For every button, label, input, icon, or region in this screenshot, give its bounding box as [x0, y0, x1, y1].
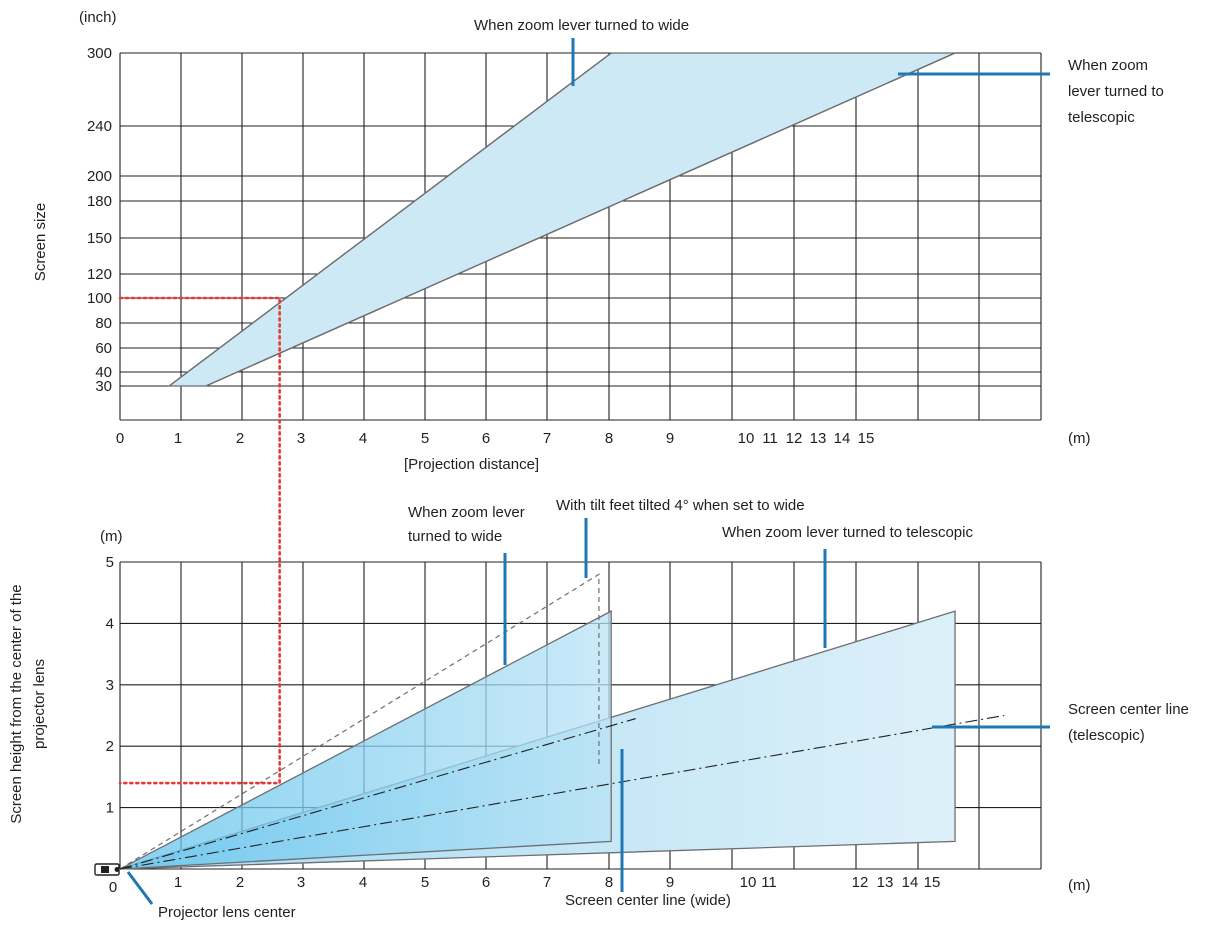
- bottom-x-tick-label: 2: [236, 874, 244, 891]
- top-y-tick-label: 180: [87, 193, 112, 210]
- bottom-y-tick-label: 4: [106, 615, 114, 632]
- top-x-tick-label: 3: [297, 430, 305, 447]
- top-x-tick-label: 4: [359, 430, 367, 447]
- bottom-x-tick-label: 14: [902, 874, 919, 891]
- top-throw-range-area: [167, 52, 956, 387]
- bottom-y-tick-label: 3: [106, 677, 114, 694]
- bottom-wide-annotation-line2: turned to wide: [408, 528, 502, 545]
- center-line-wide-annotation: Screen center line (wide): [565, 892, 731, 909]
- top-chart: 0 1 2 3 4 5 6 7 8 9 10 11 12 13 14 15 30406080100120150…: [32, 9, 1164, 473]
- top-wide-line: [168, 52, 612, 387]
- top-y-tick-label: 60: [95, 340, 112, 357]
- bottom-x-tick-label: 6: [482, 874, 490, 891]
- top-x-tick-label: 14: [834, 430, 851, 447]
- top-y-tick-label: 150: [87, 230, 112, 247]
- top-y-tick-label: 300: [87, 45, 112, 62]
- top-x-tick-label: 11: [762, 430, 778, 447]
- bottom-x-tick-label: 3: [297, 874, 305, 891]
- bottom-y-axis-label-line2: projector lens: [31, 659, 48, 749]
- top-x-tick-label: 10: [738, 430, 755, 447]
- bottom-x-tick-label: 4: [359, 874, 367, 891]
- top-x-tick-label: 15: [858, 430, 875, 447]
- bottom-tilt-line: [119, 573, 600, 870]
- top-x-tick-label: 8: [605, 430, 613, 447]
- bottom-x-tick-label: 5: [421, 874, 429, 891]
- bottom-wide-annotation-line1: When zoom lever: [408, 504, 525, 521]
- top-y-tick-label: 100: [87, 290, 112, 307]
- center-line-tele-annotation-line2: (telescopic): [1068, 727, 1145, 744]
- top-x-tick-label: 12: [786, 430, 803, 447]
- bottom-center-line-wide: [119, 718, 636, 870]
- lens-center-annotation: Projector lens center: [158, 904, 296, 921]
- bottom-tilt-annotation: With tilt feet tilted 4° when set to wid…: [556, 497, 805, 514]
- bottom-x-tick-label: 10: [740, 874, 757, 891]
- top-tele-annotation-line1: When zoom: [1068, 57, 1148, 74]
- top-y-axis-label: Screen size: [32, 203, 49, 281]
- top-x-unit: (m): [1068, 430, 1091, 447]
- bottom-y-ticks: 1 2 3 4 5: [106, 554, 114, 817]
- bottom-x-tick-label: 13: [877, 874, 894, 891]
- top-y-tick-label: 120: [87, 266, 112, 283]
- top-tele-annotation-line3: telescopic: [1068, 109, 1135, 126]
- bottom-x-tick-label: 1: [174, 874, 182, 891]
- bottom-x-unit: (m): [1068, 877, 1091, 894]
- top-x-tick-label: 9: [666, 430, 674, 447]
- top-y-tick-label: 200: [87, 168, 112, 185]
- top-x-tick-label: 5: [421, 430, 429, 447]
- reference-dotted-line: [118, 296, 281, 785]
- bottom-x-tick-label: 7: [543, 874, 551, 891]
- bottom-x-tick-label: 8: [605, 874, 613, 891]
- bottom-x-tick-label: 11: [761, 874, 777, 891]
- top-x-tick-label: 2: [236, 430, 244, 447]
- bottom-center-line-tele: [119, 714, 1005, 870]
- bottom-y-tick-label: 2: [106, 738, 114, 755]
- projector-icon: [94, 863, 120, 876]
- bottom-x-tick-label: 12: [852, 874, 869, 891]
- top-wide-annotation: When zoom lever turned to wide: [474, 17, 689, 34]
- center-line-tele-annotation-line1: Screen center line: [1068, 701, 1189, 718]
- bottom-y-tick-label: 1: [106, 800, 114, 817]
- top-x-tick-label: 7: [543, 430, 551, 447]
- top-x-tick-label: 6: [482, 430, 490, 447]
- top-y-tick-label: 80: [95, 315, 112, 332]
- top-y-tick-label: 40: [95, 364, 112, 381]
- top-x-tick-label: 1: [174, 430, 182, 447]
- top-x-tick-label: 13: [810, 430, 827, 447]
- bottom-wide-area: [119, 610, 612, 870]
- bottom-x-tick-label: 15: [924, 874, 941, 891]
- top-x-ticks: 0 1 2 3 4 5 6 7 8 9 10 11 12 13 14 15: [116, 430, 875, 447]
- bottom-y-unit: (m): [100, 528, 123, 545]
- top-y-tick-label: 240: [87, 118, 112, 135]
- top-tele-line: [205, 52, 956, 387]
- top-y-unit: (inch): [79, 9, 117, 26]
- bottom-tele-annotation: When zoom lever turned to telescopic: [722, 524, 973, 541]
- top-tele-annotation-line2: lever turned to: [1068, 83, 1164, 100]
- bottom-x-tick-label: 0: [109, 879, 117, 896]
- bottom-x-ticks: 0 1 2 3 4 5 6 7 8 9 10 11 12 13 14 15: [109, 874, 941, 896]
- bottom-y-axis-label-line1: Screen height from the center of the: [8, 584, 25, 823]
- bottom-y-tick-label: 5: [106, 554, 114, 571]
- top-x-axis-label: [Projection distance]: [404, 456, 539, 473]
- top-x-tick-label: 0: [116, 430, 124, 447]
- lens-center-callout: [126, 871, 154, 905]
- top-y-tick-label: 30: [95, 378, 112, 395]
- bottom-x-tick-label: 9: [666, 874, 674, 891]
